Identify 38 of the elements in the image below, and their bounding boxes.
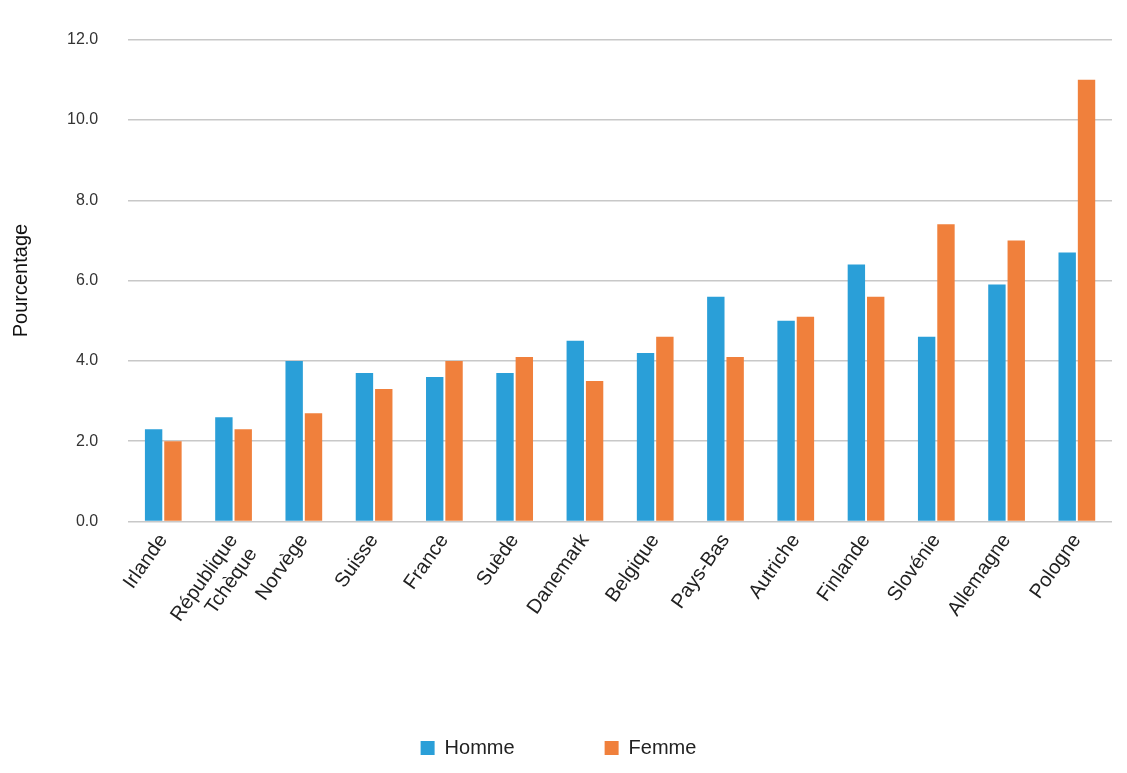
bar [375, 389, 393, 521]
bar [937, 224, 955, 521]
bar [656, 336, 674, 521]
bar [445, 360, 463, 521]
bar [234, 429, 252, 521]
bar [1007, 240, 1025, 521]
bar [515, 356, 534, 521]
y-tick-label: 6.0 [75, 270, 99, 288]
y-tick-label: 4.0 [75, 351, 99, 369]
bar [917, 336, 936, 521]
bar [1077, 79, 1096, 521]
bar [1058, 252, 1076, 521]
bar [988, 284, 1006, 521]
bar [726, 356, 744, 521]
bar [496, 372, 514, 521]
bar [847, 264, 866, 521]
y-tick-label: 10.0 [67, 110, 99, 128]
y-tick-label: 0.0 [75, 511, 99, 529]
y-axis-title: Pourcentage [8, 223, 31, 338]
bar [636, 352, 655, 521]
y-tick-label: 2.0 [75, 431, 99, 449]
bar [285, 360, 303, 521]
bar [144, 429, 163, 521]
bar [355, 372, 374, 521]
legend-label: Homme [444, 735, 515, 758]
bar [304, 413, 323, 521]
bar [566, 340, 584, 521]
bar [215, 417, 233, 521]
bar [796, 316, 815, 521]
bar [867, 296, 885, 521]
bar [707, 296, 725, 521]
y-tick-label: 12.0 [67, 30, 99, 48]
y-tick-label: 8.0 [75, 190, 99, 208]
bar [777, 320, 795, 521]
bar [426, 376, 444, 521]
bar [164, 441, 182, 521]
bar [585, 381, 604, 521]
legend-label: Femme [628, 735, 697, 758]
